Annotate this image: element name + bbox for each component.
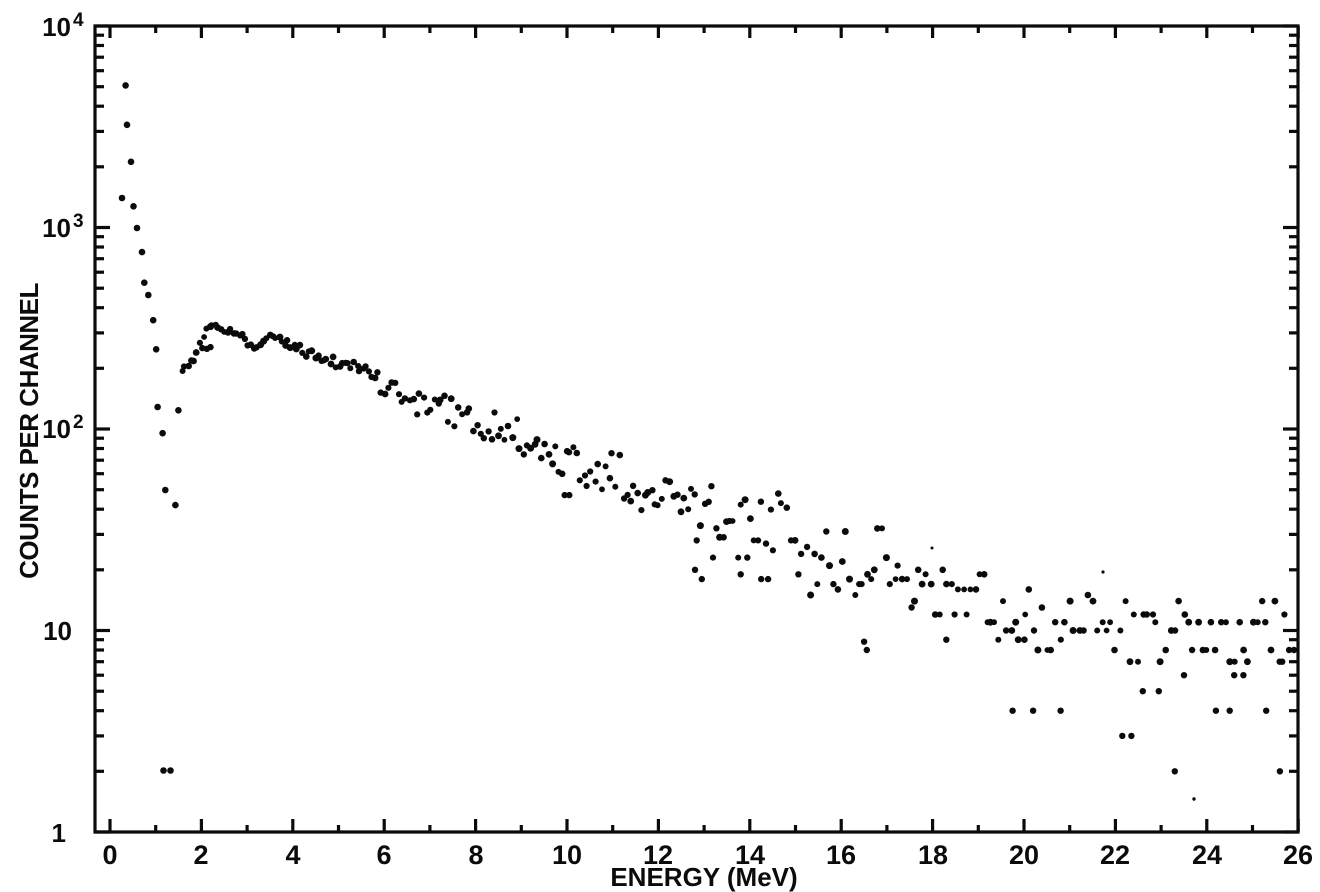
svg-text:10: 10: [42, 213, 71, 243]
svg-text:26: 26: [1283, 840, 1313, 870]
svg-text:0: 0: [102, 840, 117, 870]
svg-text:22: 22: [1100, 840, 1130, 870]
svg-text:4: 4: [73, 10, 84, 31]
svg-text:4: 4: [285, 840, 300, 870]
svg-text:12: 12: [643, 840, 673, 870]
svg-text:14: 14: [735, 840, 765, 870]
svg-text:10: 10: [42, 12, 71, 42]
svg-text:10: 10: [552, 840, 582, 870]
svg-text:COUNTS PER CHANNEL: COUNTS PER CHANNEL: [14, 282, 44, 578]
svg-text:10: 10: [43, 616, 72, 646]
svg-text:3: 3: [73, 211, 84, 232]
svg-text:6: 6: [376, 840, 391, 870]
svg-text:2: 2: [193, 840, 208, 870]
svg-text:10: 10: [42, 414, 71, 444]
svg-text:2: 2: [73, 412, 84, 433]
svg-text:8: 8: [468, 840, 483, 870]
svg-text:ENERGY (MeV): ENERGY (MeV): [610, 862, 797, 892]
svg-text:16: 16: [826, 840, 856, 870]
svg-text:24: 24: [1192, 840, 1222, 870]
svg-text:1: 1: [52, 818, 66, 848]
svg-text:20: 20: [1009, 840, 1039, 870]
svg-text:18: 18: [918, 840, 948, 870]
